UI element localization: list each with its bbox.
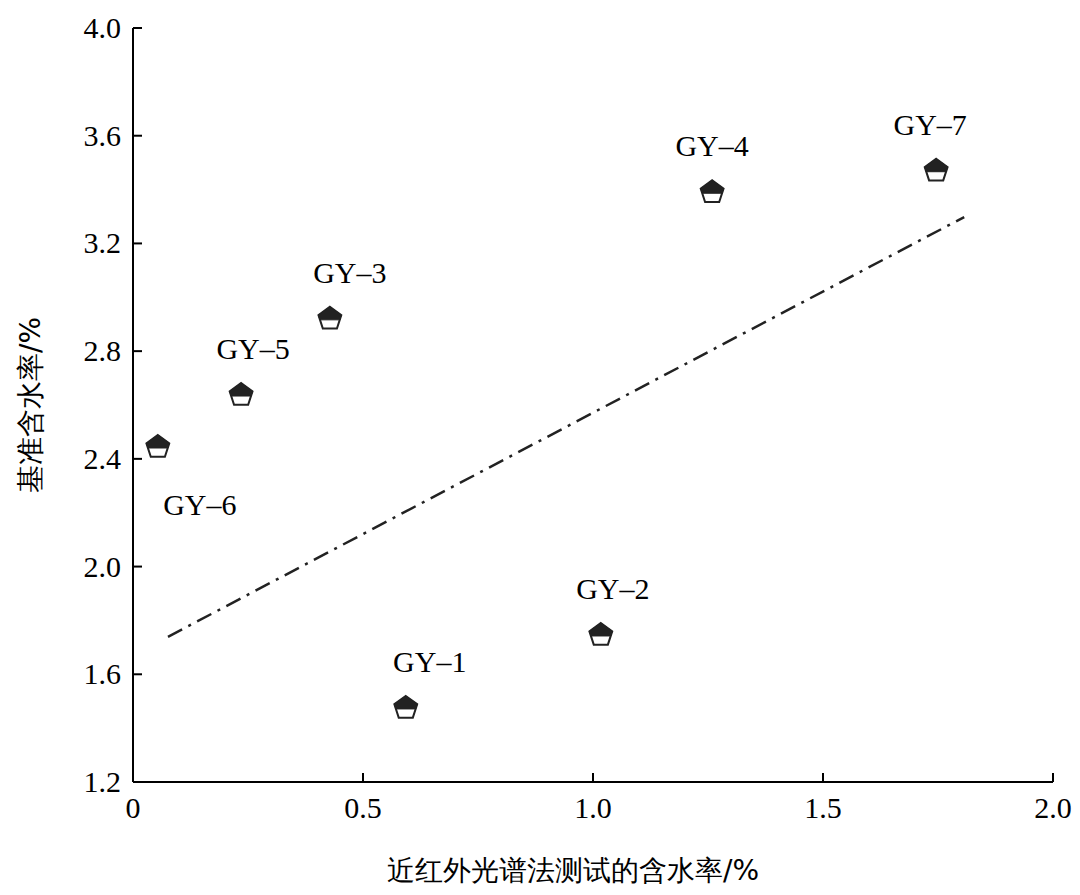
data-point [925,159,948,181]
x-axis-label: 近红外光谱法测试的含水率/% [387,854,759,887]
y-tick-label: 1.6 [84,657,122,690]
y-tick [133,458,142,460]
point-labels: GY–1 GY–2 GY–3 GY–4 GY–5 GY–6 GY–7 [163,108,967,678]
point-label: GY–3 [313,256,386,289]
trend-line [168,217,964,637]
marker-fill [589,623,612,636]
marker-fill [230,383,253,396]
marker-outline [701,180,724,202]
chart: 0 0.5 1.0 1.5 2.0 1.2 1.6 2.0 2.4 2.8 3.2 3.6 4.0 近红外… [0,0,1080,895]
y-tick-label: 2.4 [84,442,122,475]
data-point [589,623,612,645]
y-tick-label: 2.0 [84,550,122,583]
y-tick [133,673,142,675]
y-tick [133,27,142,29]
y-tick [133,781,142,783]
y-tick [133,242,142,244]
x-tick-label: 1.0 [574,791,612,824]
x-tick-label: 0 [126,791,141,824]
marker-outline [318,307,341,329]
y-tick-label: 3.6 [84,119,122,152]
x-tick [592,773,594,782]
x-tick [822,773,824,782]
data-point [230,383,253,405]
y-tick-label: 3.2 [84,226,122,259]
marker-fill [394,696,417,709]
y-tick [133,566,142,568]
chart-root: 0 0.5 1.0 1.5 2.0 1.2 1.6 2.0 2.4 2.8 3.2 3.6 4.0 近红外… [0,0,1080,895]
x-tick-label: 0.5 [344,791,382,824]
marker-fill [925,159,948,172]
plot-area [146,159,964,718]
marker-outline [146,435,169,457]
marker-outline [925,159,948,181]
data-point [318,307,341,329]
marker-fill [318,307,341,320]
x-tick-label: 2.0 [1034,791,1072,824]
marker-outline [589,623,612,645]
y-axis-label: 基准含水率/% [14,317,47,493]
x-tick [1052,773,1054,782]
y-tick-label: 4.0 [84,11,122,44]
point-label: GY–4 [675,129,748,162]
x-tick [132,773,134,782]
point-label: GY–2 [576,572,649,605]
point-label: GY–1 [393,645,466,678]
point-label: GY–7 [893,108,966,141]
x-tick-label: 1.5 [804,791,842,824]
marker-fill [701,180,724,193]
y-tick [133,350,142,352]
marker-outline [394,696,417,718]
y-tick-label: 2.8 [84,334,122,367]
data-point [701,180,724,202]
x-tick [362,773,364,782]
y-axis [132,28,134,782]
data-point [146,435,169,457]
marker-fill [146,435,169,448]
data-point [394,696,417,718]
point-label: GY–5 [216,332,289,365]
y-tick-label: 1.2 [84,765,122,798]
marker-outline [230,383,253,405]
y-tick [133,135,142,137]
point-label: GY–6 [163,488,236,521]
